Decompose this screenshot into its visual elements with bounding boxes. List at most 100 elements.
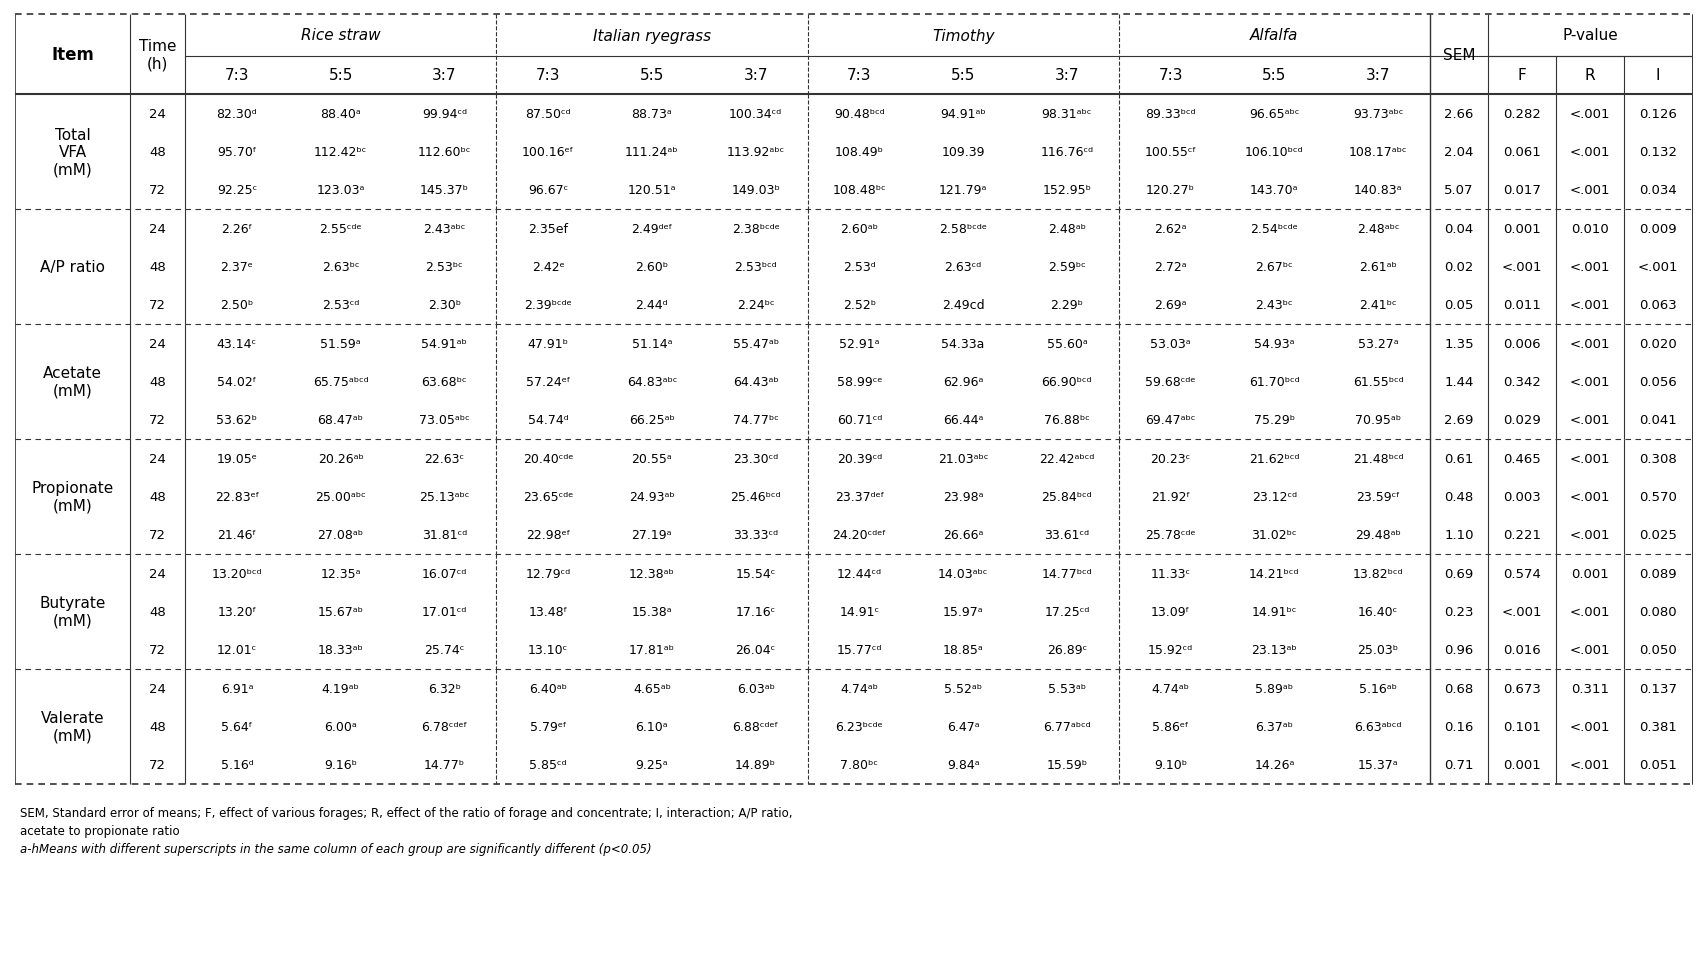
Text: 25.74ᶜ: 25.74ᶜ — [425, 644, 464, 656]
Text: 2.04: 2.04 — [1444, 146, 1473, 159]
Text: 2.54ᵇᶜᵈᵉ: 2.54ᵇᶜᵈᵉ — [1250, 222, 1298, 235]
Text: 12.35ᵃ: 12.35ᵃ — [321, 567, 361, 580]
Text: 0.101: 0.101 — [1504, 720, 1541, 733]
Text: 5:5: 5:5 — [951, 68, 975, 84]
Text: 48: 48 — [148, 260, 165, 274]
Text: 15.92ᶜᵈ: 15.92ᶜᵈ — [1147, 644, 1194, 656]
Text: 0.041: 0.041 — [1639, 414, 1678, 427]
Text: 22.63ᶜ: 22.63ᶜ — [425, 453, 464, 465]
Text: 12.38ᵃᵇ: 12.38ᵃᵇ — [629, 567, 675, 580]
Text: 143.70ᵃ: 143.70ᵃ — [1250, 185, 1299, 197]
Text: 7.80ᵇᶜ: 7.80ᵇᶜ — [841, 758, 878, 772]
Text: 53.62ᵇ: 53.62ᵇ — [217, 414, 257, 427]
Text: 1.35: 1.35 — [1444, 337, 1473, 351]
Text: 99.94ᶜᵈ: 99.94ᶜᵈ — [421, 108, 467, 120]
Text: 2.42ᵉ: 2.42ᵉ — [532, 260, 564, 274]
Text: 2.29ᵇ: 2.29ᵇ — [1050, 299, 1083, 312]
Text: 7:3: 7:3 — [1158, 68, 1183, 84]
Text: 0.061: 0.061 — [1504, 146, 1541, 159]
Text: 19.05ᵉ: 19.05ᵉ — [217, 453, 257, 465]
Text: 76.88ᵇᶜ: 76.88ᵇᶜ — [1043, 414, 1089, 427]
Text: 2.50ᵇ: 2.50ᵇ — [220, 299, 254, 312]
Text: 2.60ᵇ: 2.60ᵇ — [636, 260, 668, 274]
Text: 62.96ᵃ: 62.96ᵃ — [943, 376, 984, 388]
Text: 87.50ᶜᵈ: 87.50ᶜᵈ — [525, 108, 571, 120]
Text: 73.05ᵃᵇᶜ: 73.05ᵃᵇᶜ — [419, 414, 471, 427]
Text: 0.001: 0.001 — [1504, 222, 1541, 235]
Text: 6.88ᶜᵈᵉᶠ: 6.88ᶜᵈᵉᶠ — [733, 720, 779, 733]
Text: 0.48: 0.48 — [1444, 490, 1473, 504]
Text: 2.53ᵈ: 2.53ᵈ — [842, 260, 876, 274]
Text: 48: 48 — [148, 720, 165, 733]
Text: 17.16ᶜ: 17.16ᶜ — [735, 605, 776, 618]
Text: 48: 48 — [148, 605, 165, 618]
Text: 6.78ᶜᵈᵉᶠ: 6.78ᶜᵈᵉᶠ — [421, 720, 467, 733]
Text: 25.84ᵇᶜᵈ: 25.84ᵇᶜᵈ — [1042, 490, 1093, 504]
Text: 26.89ᶜ: 26.89ᶜ — [1047, 644, 1088, 656]
Text: 54.91ᵃᵇ: 54.91ᵃᵇ — [421, 337, 467, 351]
Text: 17.01ᶜᵈ: 17.01ᶜᵈ — [421, 605, 467, 618]
Text: 0.050: 0.050 — [1639, 644, 1678, 656]
Text: 66.90ᵇᶜᵈ: 66.90ᵇᶜᵈ — [1042, 376, 1093, 388]
Text: 93.73ᵃᵇᶜ: 93.73ᵃᵇᶜ — [1352, 108, 1403, 120]
Text: 2.24ᵇᶜ: 2.24ᵇᶜ — [737, 299, 774, 312]
Text: acetate to propionate ratio: acetate to propionate ratio — [20, 825, 179, 837]
Text: 14.91ᵇᶜ: 14.91ᵇᶜ — [1251, 605, 1298, 618]
Text: 95.70ᶠ: 95.70ᶠ — [217, 146, 257, 159]
Text: 25.46ᵇᶜᵈ: 25.46ᵇᶜᵈ — [730, 490, 781, 504]
Text: 4.65ᵃᵇ: 4.65ᵃᵇ — [633, 682, 670, 695]
Text: 72: 72 — [148, 414, 165, 427]
Text: 0.673: 0.673 — [1504, 682, 1541, 695]
Text: 0.465: 0.465 — [1504, 453, 1541, 465]
Text: 15.37ᵃ: 15.37ᵃ — [1357, 758, 1398, 772]
Text: 112.42ᵇᶜ: 112.42ᵇᶜ — [314, 146, 367, 159]
Text: 2.38ᵇᶜᵈᵉ: 2.38ᵇᶜᵈᵉ — [731, 222, 779, 235]
Text: <.001: <.001 — [1570, 185, 1610, 197]
Text: Time
(h): Time (h) — [138, 38, 176, 71]
Text: I: I — [1656, 68, 1661, 84]
Text: <.001: <.001 — [1570, 376, 1610, 388]
Text: 89.33ᵇᶜᵈ: 89.33ᵇᶜᵈ — [1146, 108, 1195, 120]
Text: A/P ratio: A/P ratio — [39, 259, 106, 275]
Text: 0.570: 0.570 — [1639, 490, 1678, 504]
Text: 74.77ᵇᶜ: 74.77ᵇᶜ — [733, 414, 779, 427]
Text: 12.79ᶜᵈ: 12.79ᶜᵈ — [525, 567, 571, 580]
Text: 29.48ᵃᵇ: 29.48ᵃᵇ — [1355, 529, 1402, 542]
Text: Acetate
(mM): Acetate (mM) — [43, 366, 102, 398]
Text: <.001: <.001 — [1570, 146, 1610, 159]
Text: SEM: SEM — [1442, 47, 1475, 62]
Text: 15.67ᵃᵇ: 15.67ᵃᵇ — [317, 605, 363, 618]
Text: 31.02ᵇᶜ: 31.02ᵇᶜ — [1251, 529, 1298, 542]
Text: 92.25ᶜ: 92.25ᶜ — [217, 185, 257, 197]
Text: 3:7: 3:7 — [431, 68, 457, 84]
Text: 6.77ᵃᵇᶜᵈ: 6.77ᵃᵇᶜᵈ — [1043, 720, 1091, 733]
Text: 0.61: 0.61 — [1444, 453, 1473, 465]
Text: Rice straw: Rice straw — [300, 29, 380, 43]
Text: 120.51ᵃ: 120.51ᵃ — [627, 185, 677, 197]
Text: 14.77ᵇ: 14.77ᵇ — [425, 758, 465, 772]
Text: 109.39: 109.39 — [941, 146, 985, 159]
Text: 0.02: 0.02 — [1444, 260, 1473, 274]
Text: 0.137: 0.137 — [1639, 682, 1678, 695]
Text: 23.37ᵈᵉᶠ: 23.37ᵈᵉᶠ — [835, 490, 885, 504]
Text: 7:3: 7:3 — [535, 68, 561, 84]
Text: 7:3: 7:3 — [847, 68, 871, 84]
Text: 0.009: 0.009 — [1639, 222, 1676, 235]
Text: 72: 72 — [148, 644, 165, 656]
Text: 43.14ᶜ: 43.14ᶜ — [217, 337, 257, 351]
Text: 2.37ᵉ: 2.37ᵉ — [220, 260, 254, 274]
Text: 15.59ᵇ: 15.59ᵇ — [1047, 758, 1088, 772]
Text: 24: 24 — [148, 108, 165, 120]
Text: <.001: <.001 — [1570, 299, 1610, 312]
Text: 23.12ᶜᵈ: 23.12ᶜᵈ — [1251, 490, 1298, 504]
Text: 21.62ᵇᶜᵈ: 21.62ᵇᶜᵈ — [1250, 453, 1299, 465]
Text: 6.47ᵃ: 6.47ᵃ — [946, 720, 979, 733]
Text: 33.33ᶜᵈ: 33.33ᶜᵈ — [733, 529, 777, 542]
Text: 69.47ᵃᵇᶜ: 69.47ᵃᵇᶜ — [1146, 414, 1195, 427]
Text: <.001: <.001 — [1639, 260, 1678, 274]
Text: 0.05: 0.05 — [1444, 299, 1473, 312]
Text: 9.84ᵃ: 9.84ᵃ — [946, 758, 979, 772]
Text: Item: Item — [51, 46, 94, 64]
Text: 100.55ᶜᶠ: 100.55ᶜᶠ — [1144, 146, 1197, 159]
Text: 61.70ᵇᶜᵈ: 61.70ᵇᶜᵈ — [1250, 376, 1299, 388]
